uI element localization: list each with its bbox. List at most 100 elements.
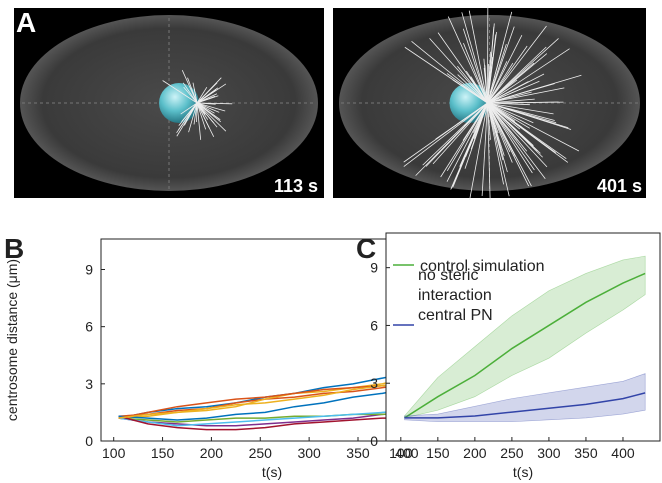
microtubule	[487, 102, 491, 201]
legend-text: control simulation	[420, 258, 545, 275]
y-tick-label: 9	[370, 260, 378, 276]
x-tick-label: 400	[395, 445, 419, 461]
y-tick-label: 3	[85, 376, 93, 392]
microtubule	[457, 65, 488, 104]
microtubule	[481, 102, 488, 197]
panel-label: C	[356, 233, 376, 264]
microtubule	[463, 43, 488, 104]
time-label: 113 s	[274, 176, 318, 196]
x-tick-label: 100	[389, 445, 413, 461]
x-tick-label: 250	[500, 445, 524, 461]
microtubule	[196, 102, 202, 140]
x-tick-label: 100	[102, 445, 126, 461]
microtubule	[487, 102, 504, 185]
microtubule	[425, 102, 488, 167]
x-tick-label: 400	[611, 445, 635, 461]
y-axis-label: centrosome distance (μm)	[4, 259, 20, 421]
microtubule	[487, 62, 514, 104]
x-tick-label: 200	[200, 445, 224, 461]
microtubule	[487, 25, 547, 104]
microtubule	[440, 102, 488, 178]
y-tick-label: 0	[370, 433, 378, 449]
microtubule	[193, 102, 198, 125]
microtubule	[473, 102, 488, 139]
x-tick-label: 300	[537, 445, 561, 461]
microtubule	[196, 86, 208, 104]
x-axis-label: t(s)	[262, 464, 282, 480]
x-tick-label: 350	[346, 445, 370, 461]
microtubule	[487, 102, 535, 171]
y-tick-label: 6	[85, 319, 93, 335]
y-tick-label: 6	[370, 317, 378, 333]
microtubule	[487, 102, 532, 187]
microtubule	[429, 38, 488, 104]
x-tick-label: 250	[249, 445, 273, 461]
microtubule	[470, 76, 488, 104]
microtubule	[487, 102, 510, 197]
microtubule	[487, 102, 554, 115]
microtubule	[487, 102, 555, 121]
microtubule	[487, 102, 543, 158]
microtubule	[487, 102, 534, 124]
microtubule	[196, 102, 215, 124]
microtubule	[487, 48, 570, 104]
microtubule	[196, 93, 218, 104]
y-tick-label: 3	[370, 375, 378, 391]
microtubule	[459, 102, 488, 167]
microtubule	[181, 102, 198, 123]
legend-text: no steric interaction central PN	[418, 267, 493, 324]
x-tick-label: 200	[463, 445, 487, 461]
microtubule	[487, 11, 513, 104]
microtubule	[181, 70, 198, 104]
microtubule	[196, 87, 219, 104]
microtubule	[487, 102, 580, 152]
time-label: 401 s	[597, 176, 642, 196]
microtubule	[196, 102, 207, 130]
microtubule	[487, 102, 508, 173]
microtubule	[183, 102, 198, 126]
microtubule	[487, 83, 555, 104]
microtubule	[487, 45, 528, 104]
microtubule	[487, 35, 523, 104]
microtubule	[432, 102, 488, 165]
series-line	[404, 392, 646, 419]
x-axis-label: t(s)	[513, 464, 533, 480]
x-tick-label: 150	[426, 445, 450, 461]
microtubule	[487, 46, 547, 104]
microtubule	[487, 87, 518, 104]
series-line	[404, 272, 646, 419]
microtubule	[468, 10, 488, 104]
microtubule	[411, 41, 488, 104]
microtubule	[487, 87, 524, 104]
microtubule	[457, 74, 488, 104]
microtubule	[469, 102, 488, 200]
microtubule	[196, 102, 209, 120]
microtubule	[487, 102, 546, 180]
microtubule	[403, 102, 488, 167]
panel-label: B	[4, 233, 24, 264]
microtubule	[196, 102, 227, 132]
microtubule	[487, 56, 493, 104]
microtubule	[196, 102, 233, 105]
microtubule	[487, 102, 533, 174]
microtubule	[487, 102, 557, 153]
x-tick-label: 350	[574, 445, 598, 461]
microtubule	[447, 16, 488, 104]
microtubule	[484, 65, 488, 104]
microtubule	[196, 102, 226, 112]
panel-label: A	[16, 7, 36, 38]
microtubule	[487, 101, 559, 104]
microtubule	[188, 102, 198, 133]
microtubule	[196, 102, 215, 138]
x-tick-label: 300	[297, 445, 321, 461]
microtubule	[196, 85, 215, 104]
microtubule	[162, 80, 198, 104]
microtubule	[196, 102, 220, 113]
microtubule	[446, 102, 488, 182]
microtubule	[452, 79, 488, 104]
y-tick-label: 9	[85, 261, 93, 277]
microtubule	[180, 102, 198, 115]
microtubule	[487, 102, 572, 130]
error-band	[404, 255, 646, 419]
microtubule	[487, 102, 491, 140]
